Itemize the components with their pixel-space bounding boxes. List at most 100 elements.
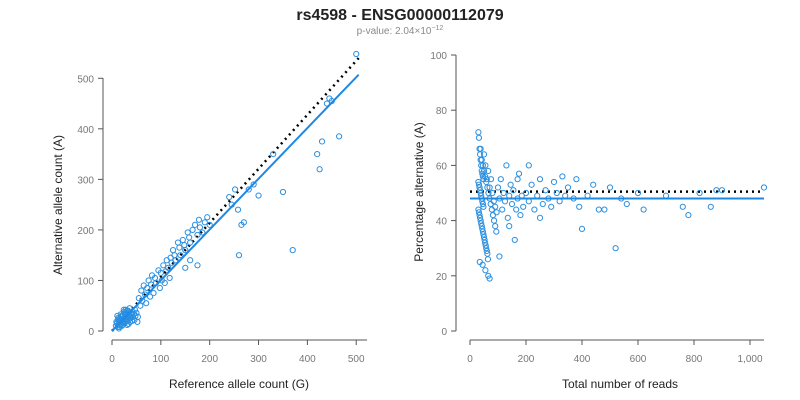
right-data-point (475, 178, 482, 186)
right-data-point (484, 184, 491, 191)
right-data-point (718, 187, 726, 194)
left-data-point (279, 188, 287, 196)
right-y-tick-label: 60 (436, 161, 448, 172)
left-data-point (143, 300, 150, 307)
right-data-point (478, 156, 485, 163)
right-data-point (478, 167, 485, 175)
right-data-point (483, 247, 490, 255)
right-data-point (480, 203, 487, 210)
right-data-point (482, 239, 489, 246)
right-x-tick-label: 200 (518, 354, 535, 365)
left-data-point (161, 279, 168, 287)
right-data-point (479, 200, 486, 208)
left-data-point (187, 257, 194, 264)
right-data-point (522, 189, 530, 197)
left-y-tick-label: 400 (77, 125, 94, 136)
left-data-point (133, 309, 140, 316)
left-data-point (156, 284, 163, 292)
right-data-point (640, 206, 647, 213)
right-data-point (492, 223, 499, 230)
left-data-point (231, 186, 239, 193)
right-data-point (536, 214, 544, 221)
left-data-point (184, 229, 191, 236)
right-data-point (489, 189, 496, 197)
right-data-point (479, 225, 486, 232)
right-y-tick-label: 80 (436, 106, 448, 117)
right-data-point (487, 176, 495, 183)
right-data-point (510, 187, 517, 194)
right-data-point (696, 189, 703, 197)
left-x-tick-label: 300 (250, 354, 267, 365)
left-data-point (206, 221, 213, 228)
right-data-point (507, 181, 514, 188)
right-data-point (493, 209, 500, 216)
right-data-point (494, 184, 502, 191)
right-data-point (479, 228, 486, 235)
left-data-point (137, 302, 144, 309)
right-y-tick-label: 40 (436, 217, 448, 228)
right-x-tick-label: 600 (630, 354, 647, 365)
left-x-tick-label: 100 (153, 354, 170, 365)
left-y-axis-label: Alternative allele count (A) (51, 135, 65, 275)
right-data-point (542, 187, 549, 194)
left-data-point (177, 252, 184, 259)
right-data-point (685, 211, 692, 219)
left-data-point (336, 133, 343, 140)
left-x-tick-label: 400 (299, 354, 316, 365)
right-data-point (760, 184, 768, 191)
right-data-point (476, 184, 483, 191)
right-data-point (479, 261, 486, 268)
left-data-point (250, 181, 257, 188)
right-x-ticks: 0 200 400 600 800 1,000 (467, 340, 763, 365)
left-data-point (270, 150, 277, 158)
right-data-point (475, 134, 483, 141)
left-y-tick-label: 200 (77, 226, 94, 237)
left-data-point (181, 241, 188, 249)
left-data-point (318, 138, 326, 145)
right-data-point (484, 256, 492, 263)
left-data-point (226, 193, 233, 201)
right-data-point (528, 181, 535, 188)
right-data-point (476, 214, 484, 221)
left-y-tick-label: 0 (88, 327, 94, 338)
left-data-point (235, 252, 243, 259)
left-data-point (234, 206, 242, 213)
left-data-point (314, 150, 321, 158)
right-x-tick-label: 400 (574, 354, 591, 365)
right-data-point (590, 181, 597, 188)
p-value-subtitle: p-value: 2.04×10−12 (357, 25, 444, 37)
right-data-point (480, 167, 488, 175)
right-data-point (492, 203, 499, 210)
right-data-point (476, 187, 484, 194)
left-x-tick-label: 200 (201, 354, 218, 365)
right-data-point (520, 203, 527, 210)
right-data-point (489, 211, 497, 219)
left-data-point (196, 224, 204, 231)
left-x-tick-label: 500 (348, 354, 365, 365)
left-data-point (194, 231, 201, 239)
left-data-point (255, 192, 262, 199)
left-data-point (172, 257, 179, 264)
right-data-point (515, 170, 523, 177)
left-data-point (182, 264, 189, 271)
right-data-point (483, 178, 490, 186)
right-data-point (482, 242, 489, 249)
right-data-point (486, 275, 493, 282)
right-data-point (493, 228, 500, 235)
right-data-point (517, 211, 524, 219)
left-data-point (245, 186, 252, 193)
right-data-point (506, 223, 513, 230)
right-data-point (601, 206, 608, 213)
left-data-point (204, 214, 211, 221)
right-data-point (573, 176, 580, 183)
left-data-point (125, 320, 132, 328)
left-data-point (144, 284, 151, 292)
right-y-axis-label: Percentage alternative (A) (412, 122, 426, 261)
right-data-point (475, 206, 482, 213)
left-data-point (138, 287, 145, 294)
right-data-point (477, 217, 484, 224)
left-data-point (176, 244, 183, 251)
left-x-ticks: 0 100 200 300 400 500 (109, 340, 365, 365)
right-data-point (623, 200, 630, 208)
